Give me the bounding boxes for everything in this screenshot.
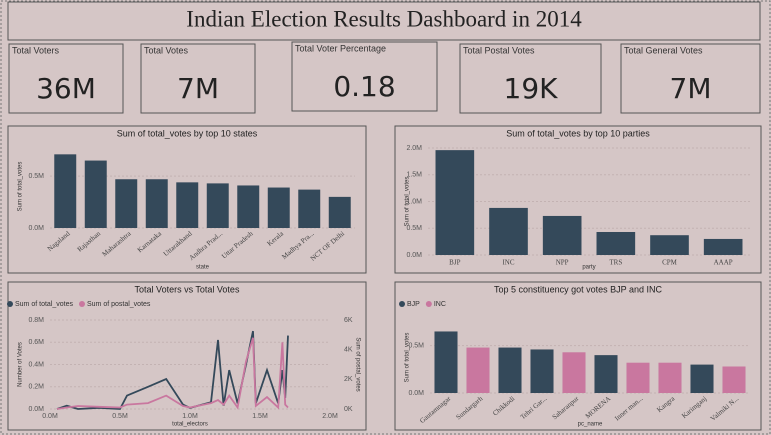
legend-label: INC [434,301,446,308]
kpi-value: 0.18 [333,70,395,103]
bar [658,362,682,393]
x-tick-label: TRS [609,259,622,267]
kpi-card [620,43,761,114]
bar [489,207,528,255]
bar [176,182,199,228]
kpi-label: Total Voter Percentage [295,43,386,53]
x-tick-label: CPM [662,259,678,267]
y-tick-label: 0.0M [406,252,422,259]
y-tick-label: 0.8M [28,317,44,324]
kpi-label: Total General Votes [624,45,703,55]
bar [594,355,618,393]
bar [703,238,743,255]
y2-tick-label: 0K [344,406,353,413]
bar [530,349,554,393]
bar [434,331,458,393]
bar [498,347,522,393]
dashboard-title: Indian Election Results Dashboard in 201… [186,6,582,31]
x-tick-label: BJP [449,259,460,267]
kpi-card [140,43,256,114]
kpi-label: Total Postal Votes [463,45,535,55]
y-tick-label: 0.0M [28,225,44,232]
bar [328,196,351,228]
y-tick-label: 0.5M [28,173,44,180]
y2-tick-label: 4K [344,347,353,354]
y-axis-label: Sum of total_votes [405,177,411,227]
y2-tick-label: 6K [344,317,353,324]
kpi-card [291,41,438,112]
chart-title: Sum of total_votes by top 10 parties [506,128,650,138]
y-tick-label: 0.0M [28,406,44,413]
kpi-card [8,43,124,114]
y-tick-label: 1.0M [406,198,422,205]
y-tick-label: 0.0M [408,390,424,397]
bar [298,189,321,228]
x-tick-label: 0.5M [112,413,128,420]
legend-marker [399,301,405,307]
y-axis-label: Number of Votes [18,342,24,387]
bar [54,154,77,228]
x-tick-label: INC [502,259,514,267]
kpi-value: 19K [504,72,559,105]
x-axis-label: pc_name [578,422,603,428]
x-tick-label: 1.0M [182,413,198,420]
x-axis-label: total_electors [172,422,208,428]
bar [267,187,290,228]
x-tick-label: 2.0M [322,413,338,420]
kpi-value: 36M [36,72,96,105]
x-tick-label: AAAP [714,259,733,267]
bar [562,352,586,393]
bar [206,183,229,228]
chart-title: Top 5 constituency got votes BJP and INC [494,284,662,294]
chart-title: Sum of total_votes by top 10 states [117,128,258,138]
x-tick-label: 0.0M [42,413,58,420]
bar [84,160,107,228]
kpi-value: 7M [670,72,712,105]
legend-marker [7,301,13,307]
y-tick-label: 0.6M [28,339,44,346]
chart-title: Total Voters vs Total Votes [135,284,240,294]
bar [722,366,746,393]
y-tick-label: 1.5M [406,172,422,179]
kpi-label: Total Voters [12,45,60,55]
title-box [7,1,761,41]
bar [435,150,475,255]
line-series [56,337,289,410]
bar [650,235,689,255]
bar [596,231,636,255]
y2-axis-label: Sum of postal_votes [354,337,360,391]
bar [466,347,490,393]
bar [115,179,138,228]
y-tick-label: 0.4M [28,361,44,368]
legend-label: Sum of postal_votes [87,301,151,308]
x-axis-label: state [196,265,210,271]
y2-tick-label: 2K [344,376,353,383]
x-axis-label: party [582,265,595,271]
y-tick-label: 0.5M [408,343,424,350]
legend-label: Sum of total_votes [15,301,73,308]
bar [237,185,260,228]
y-axis-label: Sum of total_votes [405,333,411,383]
bar [626,362,650,393]
y-tick-label: 2.0M [406,145,422,152]
y-axis-label: Sum of total_votes [18,162,24,212]
y-tick-label: 0.5M [406,225,422,232]
legend-marker [425,301,432,307]
kpi-value: 7M [177,72,219,105]
legend-label: BJP [407,301,420,308]
x-tick-label: 1.5M [252,413,268,420]
bar [542,215,582,255]
kpi-card [459,43,602,114]
bar [690,364,714,393]
y-tick-label: 0.2M [28,384,44,391]
line-series [56,330,289,410]
bar [145,179,168,228]
x-tick-label: NPP [556,259,569,267]
legend-marker [78,301,85,307]
kpi-label: Total Votes [144,45,189,55]
